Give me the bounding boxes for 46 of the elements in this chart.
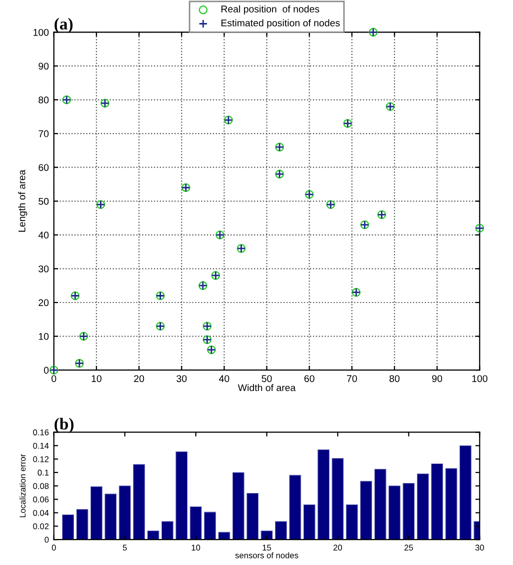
x-tick-label: 20 [134, 375, 144, 382]
y-tick-label: 0.06 [33, 496, 49, 502]
x-tick-label: 0 [52, 375, 56, 382]
y-tick-label: 80 [38, 96, 49, 104]
y-tick-label: 0.14 [33, 442, 49, 449]
y-tick-label: 0 [44, 536, 49, 543]
y-tick-label: 0.08 [33, 483, 49, 489]
y-tick-label: 10 [38, 333, 49, 340]
y-tick-label: 0.16 [33, 429, 49, 436]
x-tick-label: 100 [472, 375, 488, 382]
y-tick-label: 0.02 [33, 523, 49, 530]
y-tick-label: 0.12 [33, 456, 49, 462]
y-tick-label: 0.1 [38, 470, 49, 476]
y-axis-title: Localization error [19, 454, 26, 518]
x-tick-label: 20 [334, 544, 342, 551]
x-tick-label: 90 [432, 375, 442, 382]
x-tick-label: 0 [52, 544, 56, 551]
x-tick-label: 15 [262, 544, 272, 551]
x-tick-label: 60 [304, 375, 314, 382]
x-tick-label: 10 [192, 544, 200, 551]
y-tick-label: 70 [38, 130, 49, 138]
legend-label: Estimated position of nodes [221, 19, 340, 28]
x-tick-label: 50 [262, 375, 272, 382]
legend-label: Real position of nodes [221, 5, 320, 14]
x-tick-label: 5 [122, 544, 127, 551]
y-tick-label: 0.04 [33, 510, 49, 516]
x-axis-title: sensors of nodes [235, 552, 298, 558]
y-tick-label: 40 [38, 232, 49, 239]
x-axis-title: Width of area [238, 384, 296, 392]
x-tick-label: 25 [404, 544, 413, 551]
x-tick-label: 30 [176, 375, 187, 382]
x-tick-label: 40 [219, 375, 230, 382]
chart-title: (a) [54, 18, 73, 33]
y-tick-label: 50 [38, 198, 49, 205]
x-tick-label: 10 [92, 375, 102, 382]
y-tick-label: 20 [38, 299, 49, 306]
y-tick-label: 100 [34, 28, 49, 36]
y-axis-title: Length of area [18, 170, 28, 232]
x-tick-label: 70 [347, 375, 357, 382]
x-tick-label: 30 [475, 544, 484, 551]
y-tick-label: 30 [38, 265, 49, 272]
y-tick-label: 90 [38, 62, 49, 70]
x-tick-label: 80 [390, 375, 400, 382]
y-tick-label: 60 [38, 164, 49, 171]
y-tick-label: 0 [44, 366, 49, 374]
chart-title: (b) [54, 418, 74, 433]
